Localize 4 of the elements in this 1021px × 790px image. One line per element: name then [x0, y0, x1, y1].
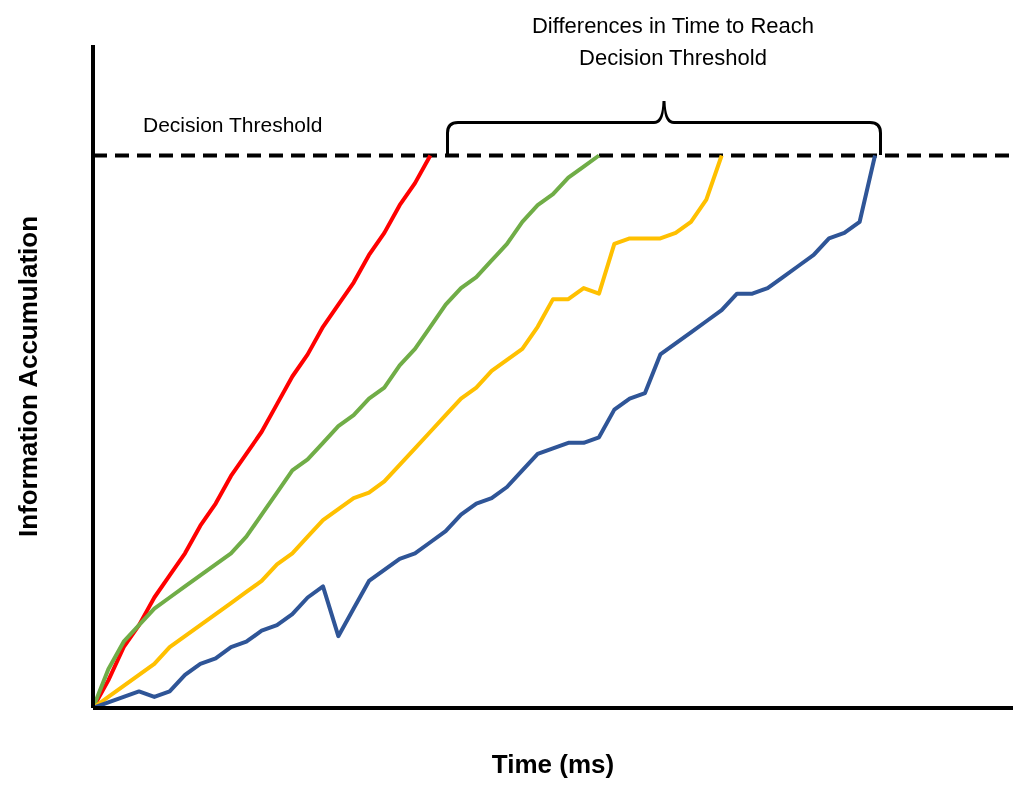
x-axis-title: Time (ms) [491, 749, 615, 779]
text: Differences in Time to Reach Decision Threshold [530, 12, 816, 72]
y-axis-title: Information Accumulation [13, 215, 44, 538]
ref-line-label: Decision Threshold [143, 113, 323, 137]
